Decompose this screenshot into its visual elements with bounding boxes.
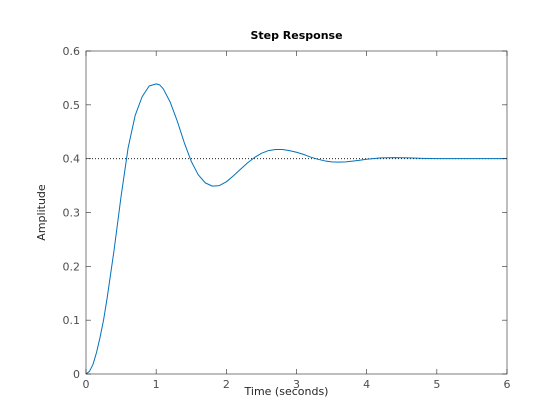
y-tick-label: 0.5 (63, 99, 81, 112)
y-tick-label: 0.4 (63, 153, 81, 166)
x-tick-label: 2 (223, 378, 230, 391)
ticks-layer: 0 1 2 3 4 5 6 0 0.1 0.2 0.3 0.4 0.5 0.6 (63, 45, 511, 391)
y-tick-label: 0.1 (63, 314, 81, 327)
plot-area (86, 51, 507, 374)
y-tick-label: 0 (73, 368, 80, 381)
y-tick-label: 0.2 (63, 260, 81, 273)
chart-title: Step Response (250, 29, 342, 42)
series-line-0 (85, 83, 507, 375)
x-tick-label: 4 (363, 378, 370, 391)
x-axis-title: Time (seconds) (244, 385, 329, 398)
y-tick-label: 0.3 (63, 207, 81, 220)
x-tick-label: 5 (433, 378, 440, 391)
y-tick-label: 0.6 (63, 45, 81, 58)
x-tick-label: 0 (83, 378, 90, 391)
y-axis-title: Amplitude (35, 184, 48, 241)
series-layer (85, 83, 507, 375)
x-tick-label: 3 (293, 378, 300, 391)
x-tick-label: 1 (153, 378, 160, 391)
x-tick-label: 6 (504, 378, 511, 391)
